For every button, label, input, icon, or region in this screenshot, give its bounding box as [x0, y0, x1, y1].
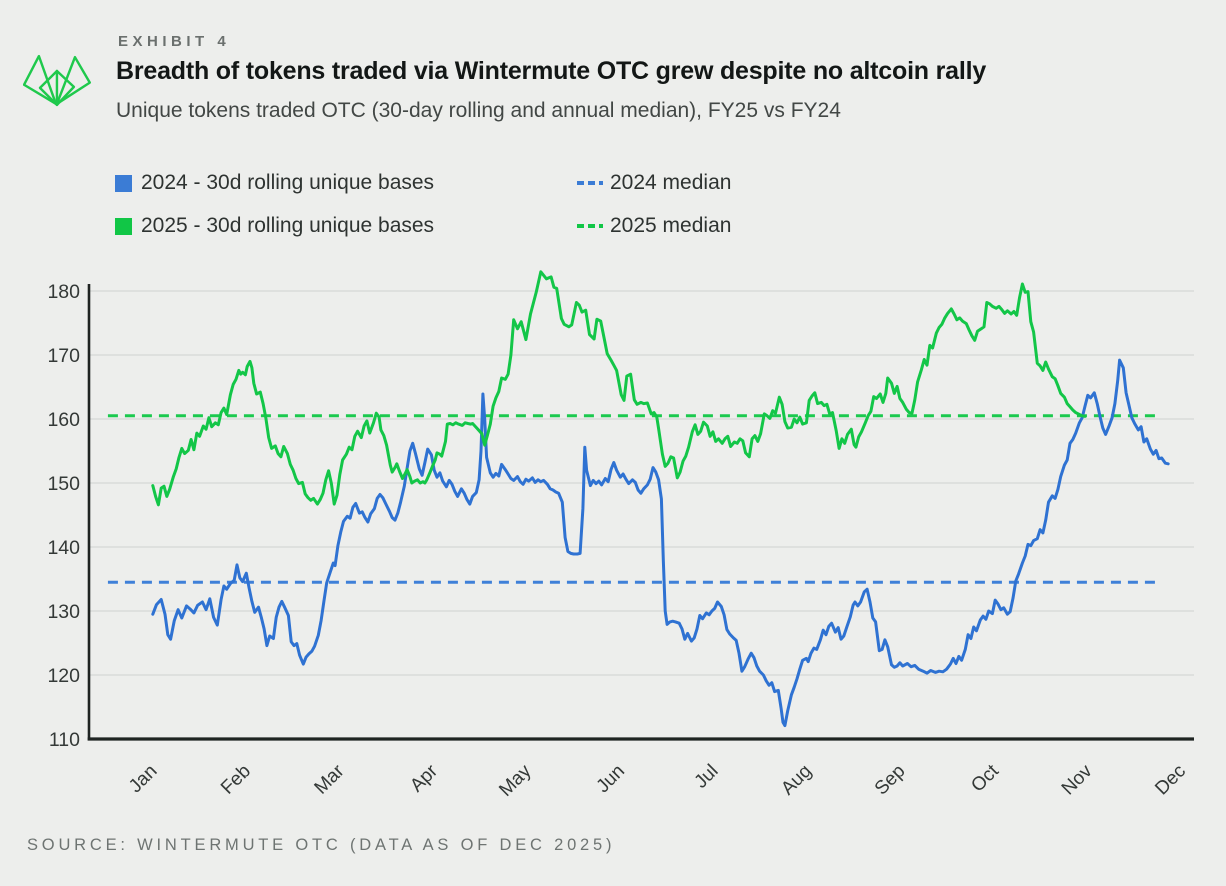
legend-label-2025-rolling: 2025 - 30d rolling unique bases — [141, 214, 435, 237]
page-subtitle: Unique tokens traded OTC (30-day rolling… — [116, 99, 841, 122]
x-tick-label-feb: Feb — [217, 761, 255, 799]
series-line-2025 — [151, 270, 1087, 507]
source-attribution: SOURCE: WINTERMUTE OTC (DATA AS OF DEC 2… — [27, 836, 616, 854]
y-tick-label-170: 170 — [47, 345, 80, 367]
y-tick-label-180: 180 — [47, 281, 80, 303]
legend-item-2024-median: 2024 median — [577, 170, 731, 196]
y-tick-label-120: 120 — [47, 665, 80, 687]
x-tick-label-aug: Aug — [777, 761, 816, 800]
x-tick-label-jul: Jul — [691, 761, 723, 793]
x-tick-label-jan: Jan — [125, 761, 162, 798]
y-tick-label-150: 150 — [47, 473, 80, 495]
exhibit-label: EXHIBIT 4 — [118, 33, 231, 50]
x-tick-label-oct: Oct — [967, 760, 1003, 796]
legend-swatch-2024-median — [577, 181, 603, 185]
series-line-2024 — [151, 358, 1170, 728]
y-tick-label-140: 140 — [47, 537, 80, 559]
y-tick-label-110: 110 — [49, 729, 80, 751]
x-tick-label-sep: Sep — [871, 761, 910, 800]
x-tick-label-dec: Dec — [1151, 761, 1190, 800]
chart-legend: 2024 - 30d rolling unique bases 2024 med… — [115, 170, 731, 239]
legend-item-2024-rolling: 2024 - 30d rolling unique bases — [115, 170, 577, 196]
y-tick-label-160: 160 — [47, 409, 80, 431]
page-title: Breadth of tokens traded via Wintermute … — [116, 57, 987, 85]
legend-item-2025-rolling: 2025 - 30d rolling unique bases — [115, 213, 577, 239]
x-tick-label-jun: Jun — [593, 761, 630, 798]
x-tick-label-nov: Nov — [1058, 760, 1097, 799]
x-tick-label-apr: Apr — [406, 760, 442, 796]
legend-label-2024-median: 2024 median — [610, 171, 732, 194]
legend-item-2025-median: 2025 median — [577, 213, 731, 239]
legend-swatch-2024-rolling — [115, 174, 132, 192]
wintermute-logo — [23, 54, 92, 107]
x-tick-label-may: May — [495, 760, 536, 801]
legend-swatch-2025-rolling — [115, 217, 132, 235]
legend-swatch-2025-median — [577, 224, 603, 228]
x-tick-label-mar: Mar — [311, 760, 349, 798]
logo-fox-glyph — [23, 54, 92, 107]
legend-label-2024-rolling: 2024 - 30d rolling unique bases — [141, 171, 435, 194]
y-tick-label-130: 130 — [47, 601, 80, 623]
legend-label-2025-median: 2025 median — [610, 214, 732, 237]
